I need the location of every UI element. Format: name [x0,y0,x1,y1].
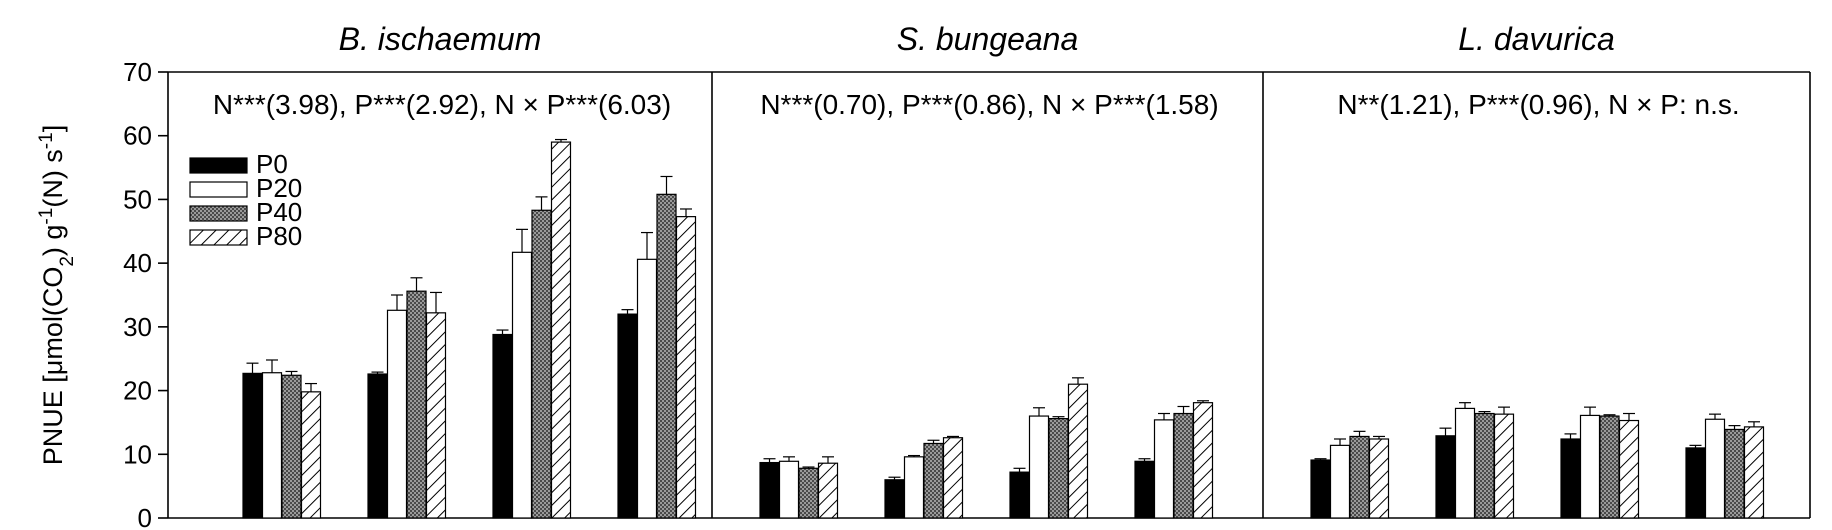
bar-p0 [1435,435,1456,519]
legend-swatch-p0 [189,157,248,174]
bar-p20 [386,309,408,519]
bar-p40 [281,374,302,519]
y-tick-label: 50 [123,184,152,214]
panel-title: L. davurica [1458,21,1615,57]
bar-p0 [1009,471,1030,519]
panel-title: B. ischaemum [339,21,542,57]
bar-p20 [903,456,925,519]
bar-p40 [1173,412,1194,519]
bar-p80 [1192,402,1214,519]
bar-p80 [550,141,572,519]
bar-p80 [1493,413,1515,519]
bar-p80 [1368,438,1390,519]
panel-title: S. bungeana [897,21,1079,57]
bar-p20 [1153,419,1175,519]
bar-p0 [1685,447,1706,519]
bar-p40 [1599,415,1620,519]
legend-label-p0: P0 [256,149,288,179]
bar-p20 [1454,407,1476,519]
y-tick-label: 0 [138,503,152,530]
y-tick-label: 40 [123,248,152,278]
bar-p40 [1724,428,1745,519]
y-tick-label: 60 [123,121,152,151]
bar-p80 [817,462,839,519]
y-tick-label: 10 [123,439,152,469]
bar-p40 [1048,418,1069,519]
bar-p80 [675,216,697,519]
bar-p40 [923,442,944,519]
bar-p40 [531,209,552,519]
bar-p80 [1743,426,1765,519]
bar-p40 [656,193,677,519]
bar-p0 [1560,438,1581,519]
bar-p40 [1474,412,1495,519]
legend-swatch-p80 [189,229,248,246]
bar-p0 [1310,459,1331,519]
legend-swatch-p20 [189,181,248,198]
bar-p40 [406,290,427,519]
bar-p80 [425,312,447,519]
y-tick-label: 20 [123,376,152,406]
bar-p0 [492,333,513,519]
bar-p20 [1028,415,1050,519]
bar-p20 [261,372,283,519]
panel-stat-annotation: N**(1.21), P***(0.96), N × P: n.s. [1337,89,1739,120]
bar-p20 [1579,414,1601,519]
bar-p20 [1704,418,1726,519]
bar-p20 [1329,444,1351,519]
bar-p0 [367,373,388,519]
bar-p0 [759,461,780,519]
bar-p20 [636,258,658,519]
bar-p20 [778,460,800,519]
bar-p80 [1618,419,1640,519]
panel-stat-annotation: N***(0.70), P***(0.86), N × P***(1.58) [760,89,1218,120]
legend-swatch-p40 [189,205,248,222]
bar-p20 [511,251,533,519]
y-axis-label: PNUE [μmol(CO2) g-1(N) s-1] [36,125,78,465]
bar-p0 [242,372,263,519]
bar-p80 [942,437,964,519]
y-tick-label: 70 [123,57,152,87]
bar-p0 [884,479,905,519]
legend-label-p40: P40 [256,197,302,227]
bar-p0 [1134,460,1155,519]
bar-p40 [798,467,819,519]
legend-label-p20: P20 [256,173,302,203]
bar-p0 [617,313,638,519]
bar-p80 [1067,383,1089,519]
panel-stat-annotation: N***(3.98), P***(2.92), N × P***(6.03) [213,89,671,120]
legend-label-p80: P80 [256,221,302,251]
bar-p80 [300,391,322,519]
bar-p40 [1349,435,1370,519]
y-tick-label: 30 [123,312,152,342]
